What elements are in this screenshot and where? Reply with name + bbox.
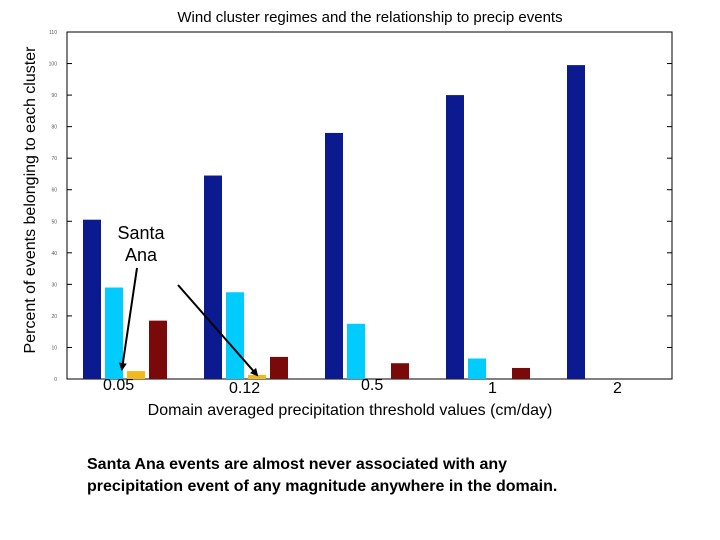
annotation-arrow: [177, 284, 259, 377]
y-tick-label: 100: [49, 62, 58, 68]
bar: [325, 132, 343, 379]
x-tick-label: 2: [613, 380, 622, 397]
bar: [446, 95, 464, 379]
annotation-arrow: [118, 267, 138, 371]
bar: [248, 374, 266, 379]
y-tick-label: 30: [51, 282, 57, 288]
y-tick-label: 50: [51, 219, 57, 225]
annotation-line-1: Santa: [117, 223, 165, 243]
annotation-line-2: Ana: [124, 245, 158, 265]
y-tick-label: 40: [51, 251, 57, 257]
plot-frame: [66, 31, 673, 380]
bar: [226, 292, 244, 379]
bar: [270, 356, 288, 379]
x-axis-label: Domain averaged precipitation threshold …: [147, 402, 553, 419]
bar: [83, 219, 101, 379]
caption-line-2: precipitation event of any magnitude any…: [87, 478, 558, 495]
x-tick-label: 0.5: [361, 377, 384, 394]
caption-line-1: Santa Ana events are almost never associ…: [87, 456, 508, 473]
y-tick-label: 90: [51, 93, 57, 99]
bar: [105, 287, 123, 379]
y-tick-label: 10: [51, 345, 57, 351]
x-tick-label: 1: [488, 380, 497, 397]
caption: Santa Ana events are almost never associ…: [87, 454, 647, 498]
bar: [127, 371, 145, 379]
bar: [204, 175, 222, 379]
y-tick-label: 80: [51, 125, 57, 131]
y-tick-label: 20: [51, 314, 57, 320]
annotation-arrows: [118, 267, 259, 377]
bar: [149, 320, 167, 379]
bar: [468, 358, 486, 379]
y-tick-label: 110: [49, 30, 57, 36]
bars: [83, 65, 585, 379]
bar: [391, 363, 409, 379]
x-tick-label: 0.05: [103, 377, 135, 394]
bar: [512, 367, 530, 379]
y-axis-label: Percent of events belonging to each clus…: [22, 46, 39, 354]
chart-title: Wind cluster regimes and the relationshi…: [177, 9, 563, 26]
y-tick-label: 70: [51, 156, 57, 162]
y-tick-label: 60: [51, 188, 57, 194]
santa-ana-annotation: Santa Ana: [108, 222, 174, 266]
axes: 0 10 20 30 40 50 60 70 80 90 100 110: [49, 30, 673, 383]
bar: [347, 323, 365, 379]
y-tick-label: 0: [54, 377, 57, 383]
bar: [567, 65, 585, 379]
x-tick-label: 0.12: [229, 380, 261, 397]
